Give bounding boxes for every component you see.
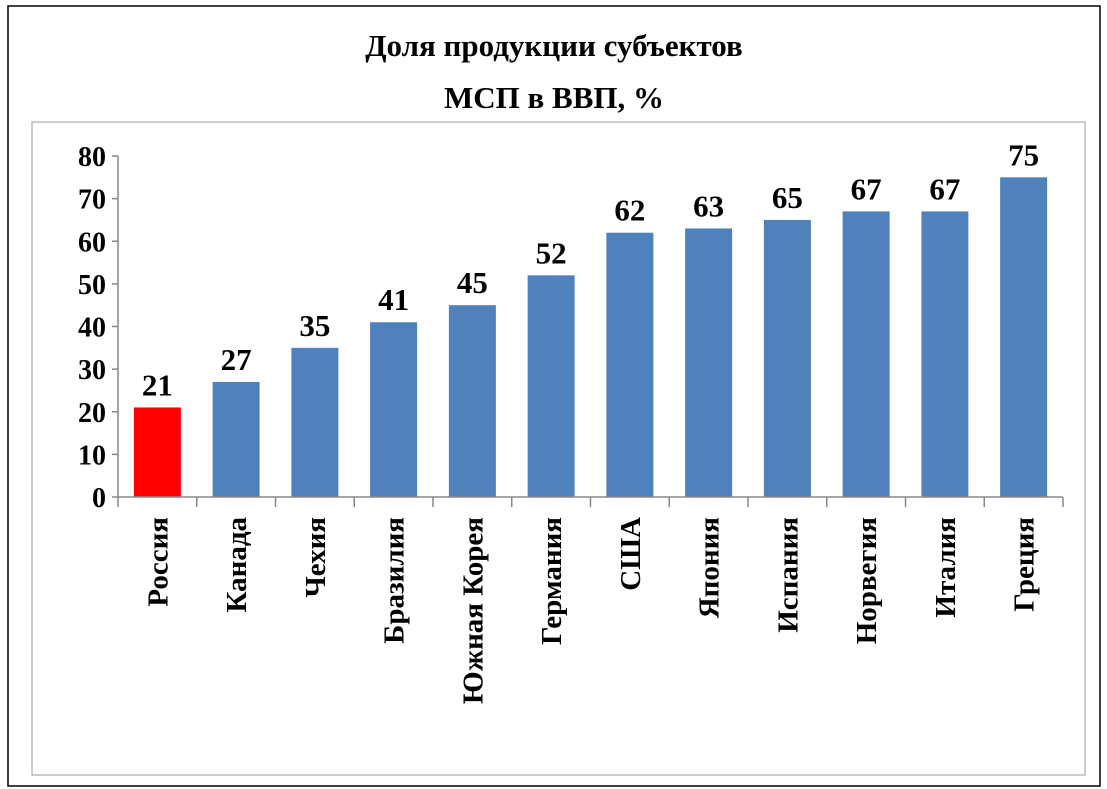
bar [370, 322, 418, 497]
x-tick-label: Южная Корея [457, 517, 489, 704]
x-tick-label: Германия [536, 517, 568, 645]
y-tick-label: 70 [78, 185, 106, 216]
bar [842, 211, 890, 497]
value-label: 27 [221, 342, 252, 377]
chart-frame [31, 121, 1086, 776]
bar [921, 211, 969, 497]
y-tick-label: 50 [78, 270, 106, 301]
x-tick-label: Италия [930, 517, 962, 618]
value-label: 52 [536, 235, 567, 270]
y-tick-label: 40 [78, 313, 106, 344]
x-tick-label: Греция [1009, 517, 1041, 612]
value-label: 45 [457, 265, 488, 300]
x-tick-label: Канада [221, 517, 253, 613]
bar [448, 305, 496, 497]
value-label: 75 [1008, 137, 1039, 172]
y-tick-label: 80 [78, 142, 106, 173]
bar [527, 275, 575, 497]
bar [763, 219, 811, 497]
x-tick-label: Норвегия [851, 517, 883, 644]
bar [133, 407, 181, 497]
x-tick-label: Бразилия [379, 517, 411, 644]
value-label: 62 [614, 193, 645, 228]
x-tick-label: Россия [142, 517, 174, 607]
x-tick-label: Япония [694, 517, 726, 618]
y-tick-label: 0 [92, 483, 106, 514]
value-label: 63 [693, 188, 724, 223]
value-label: 67 [851, 171, 882, 206]
bar [1000, 177, 1048, 497]
y-tick-label: 20 [78, 398, 106, 429]
value-label: 41 [378, 282, 409, 317]
chart-title: Доля продукции субъектов [365, 28, 743, 63]
chart-title: МСП в ВВП, % [444, 80, 664, 115]
y-tick-label: 30 [78, 355, 106, 386]
bar [212, 381, 260, 497]
value-label: 21 [142, 367, 173, 402]
x-tick-label: Чехия [300, 517, 332, 597]
x-tick-label: Испания [772, 517, 804, 633]
x-tick-label: США [615, 517, 647, 591]
bar [606, 232, 654, 497]
value-label: 35 [299, 308, 330, 343]
y-tick-label: 10 [78, 440, 106, 471]
value-label: 65 [772, 180, 803, 215]
value-label: 67 [929, 171, 960, 206]
y-tick-label: 60 [78, 227, 106, 258]
bar [291, 347, 339, 497]
bar [685, 228, 733, 497]
